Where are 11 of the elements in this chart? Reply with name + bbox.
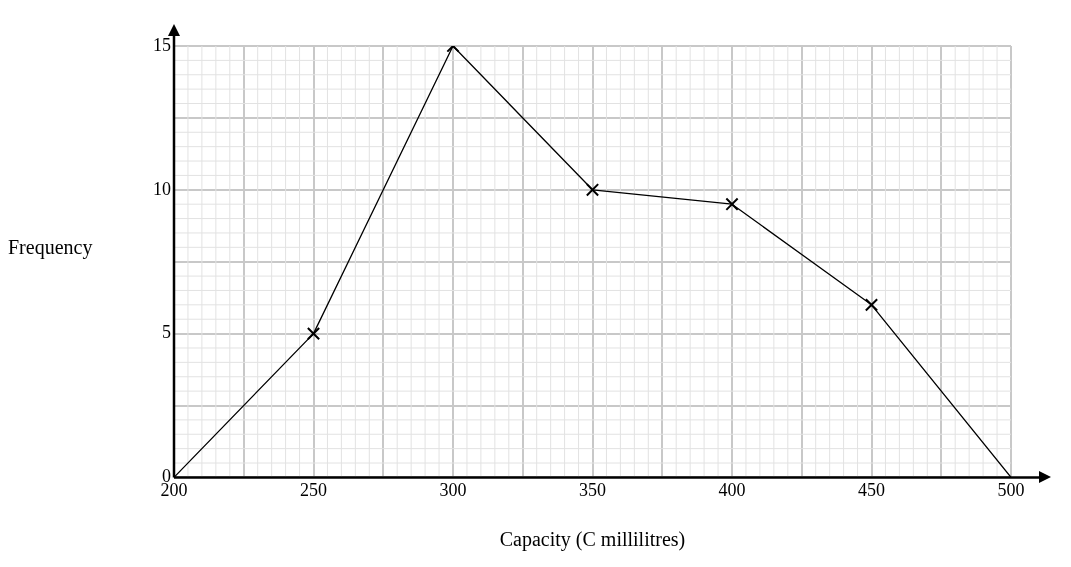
- y-tick-label: 10: [153, 178, 171, 199]
- x-tick-label: 300: [439, 479, 467, 500]
- y-axis-title: Frequency: [8, 236, 93, 259]
- x-tick-label: 350: [579, 479, 606, 500]
- x-tick-label: 400: [718, 479, 746, 500]
- y-tick-label: 5: [162, 322, 171, 343]
- x-tick-label: 500: [997, 479, 1025, 500]
- x-axis-title: Capacity (C millilitres): [499, 528, 686, 552]
- y-tick-label: 15: [153, 34, 171, 55]
- x-tick-label: 450: [858, 479, 885, 500]
- x-tick-label: 250: [300, 479, 327, 500]
